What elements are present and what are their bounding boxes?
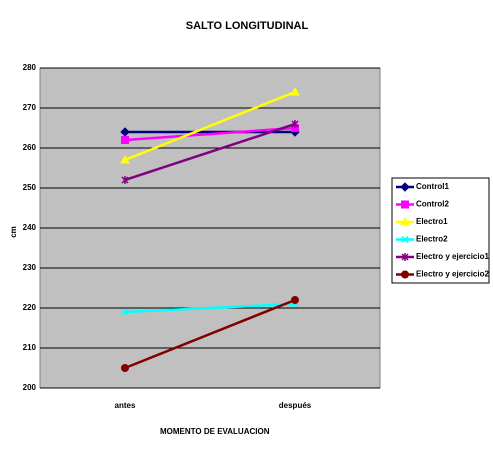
marker <box>401 200 409 209</box>
legend-label: Electro2 <box>416 235 448 244</box>
legend-label: Control2 <box>416 200 449 209</box>
legend-label: Electro1 <box>416 217 448 226</box>
y-tick-label: 200 <box>23 383 37 392</box>
marker <box>290 86 300 96</box>
marker <box>401 235 409 244</box>
y-tick-label: 270 <box>23 103 37 112</box>
series-line <box>124 122 296 182</box>
marker <box>121 176 129 184</box>
y-tick-label: 260 <box>23 143 37 152</box>
series-line <box>124 298 296 370</box>
marker <box>401 270 409 279</box>
x-tick-label: antes <box>115 401 136 410</box>
marker <box>121 308 129 316</box>
marker <box>121 136 129 144</box>
marker <box>401 253 409 261</box>
legend-label: Electro y ejercicio1 <box>416 252 489 261</box>
marker <box>400 182 410 192</box>
legend-label: Electro y ejercicio2 <box>416 270 489 279</box>
x-axis-label: MOMENTO DE EVALUACION <box>160 427 270 436</box>
y-tick-label: 280 <box>23 63 37 72</box>
series-line <box>124 90 296 162</box>
legend-label: Control1 <box>416 182 449 191</box>
x-tick-label: después <box>279 401 312 410</box>
y-tick-label: 240 <box>23 223 37 232</box>
marker <box>291 120 299 128</box>
marker <box>120 154 130 164</box>
y-tick-label: 250 <box>23 183 37 192</box>
legend <box>391 177 490 284</box>
y-tick-label: 210 <box>23 343 37 352</box>
series-line <box>124 302 296 314</box>
y-tick-label: 220 <box>23 303 37 312</box>
chart-title: SALTO LONGITUDINAL <box>186 20 309 32</box>
marker <box>291 296 299 304</box>
marker <box>121 364 129 372</box>
series-line <box>124 126 296 142</box>
y-axis-label: cm <box>9 226 18 238</box>
marker <box>400 216 410 226</box>
y-tick-label: 230 <box>23 263 37 272</box>
